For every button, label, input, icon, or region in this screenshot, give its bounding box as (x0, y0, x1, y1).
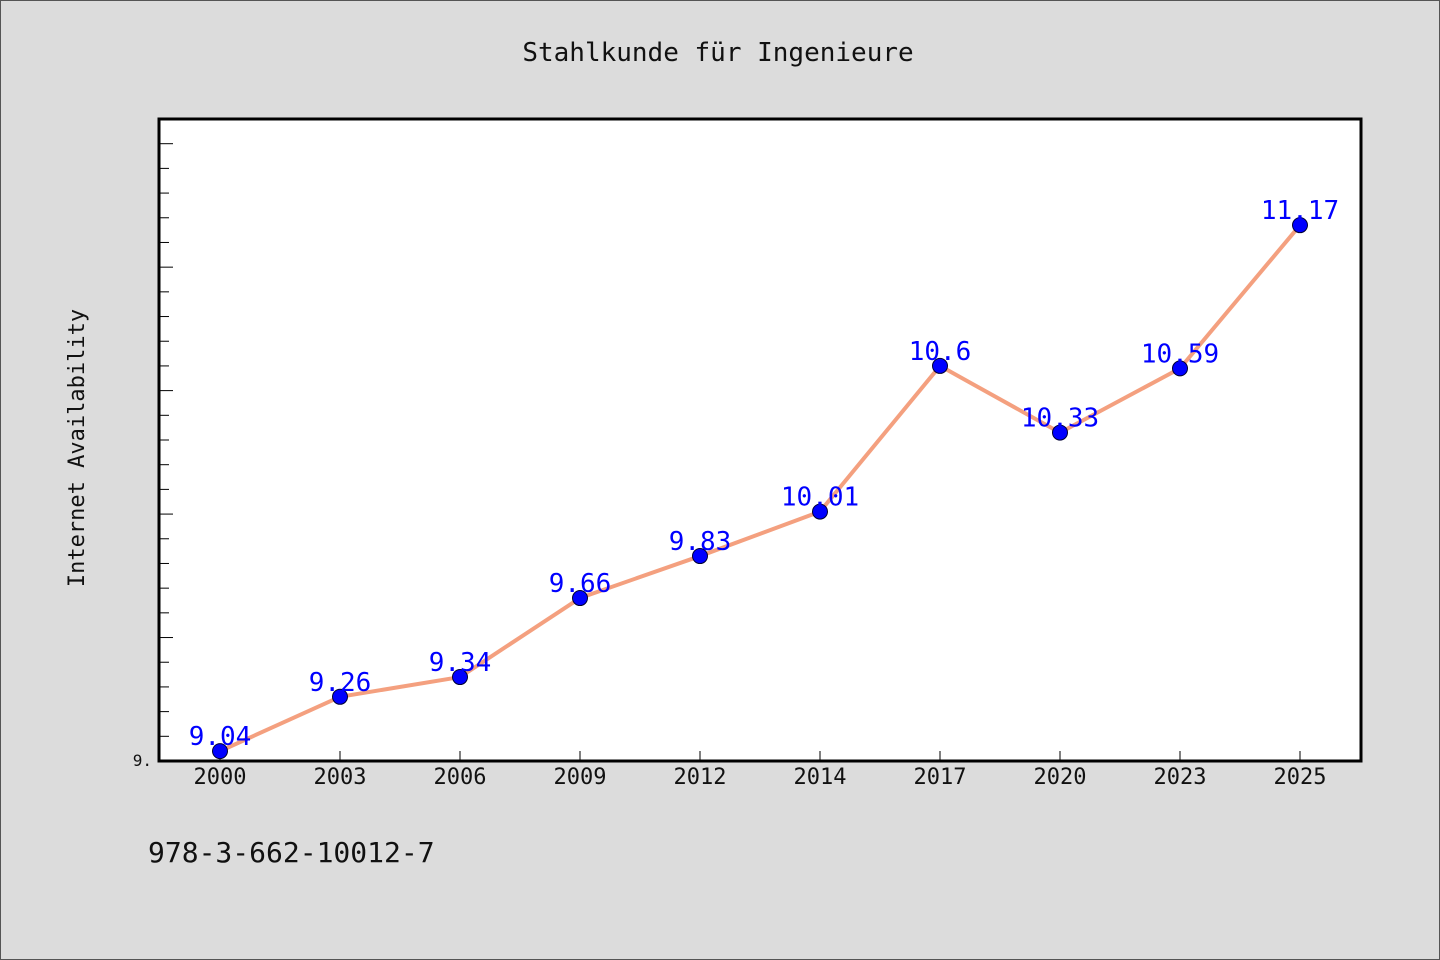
plot-border (157, 117, 1363, 763)
data-point-2009 (572, 590, 588, 607)
data-point-2023 (1172, 360, 1188, 377)
x-tick-label-2020: 2020 (1034, 765, 1087, 790)
data-label-2009: 9.66 (549, 569, 612, 599)
series-line (218, 223, 1302, 754)
data-label-2000: 9.04 (189, 722, 252, 752)
data-point-2003 (332, 688, 348, 705)
y-axis-label: Internet Availability (65, 309, 90, 587)
y-axis-minor-ticks (159, 143, 173, 737)
x-tick-label-2009: 2009 (554, 765, 607, 790)
data-point-2020 (1052, 424, 1068, 441)
data-point-2012 (692, 548, 708, 565)
x-tick-label-2014: 2014 (794, 765, 847, 790)
data-label-2020: 10.33 (1021, 404, 1099, 434)
plot-area (159, 119, 1361, 761)
footer-isbn: 978-3-662-10012-7 (148, 836, 435, 869)
data-point-2017 (932, 357, 948, 374)
data-point-2006 (452, 669, 468, 686)
x-tick-label-2012: 2012 (674, 765, 727, 790)
data-label-2012: 9.83 (669, 527, 732, 557)
x-tick-label-2023: 2023 (1154, 765, 1207, 790)
data-point-2014 (812, 503, 828, 520)
data-label-2003: 9.26 (309, 668, 372, 698)
data-labels: 9.04 9.26 9.34 9.66 9.83 10.01 10.6 10.33 10.59 1… (189, 196, 1339, 752)
x-tick-label-2000: 2000 (194, 765, 247, 790)
x-axis-tick-labels: 2000 2003 2006 2009 2012 2014 2017 2020 2023 2025 (194, 765, 1327, 790)
data-point-2025 (1292, 217, 1308, 234)
x-tick-label-2003: 2003 (314, 765, 367, 790)
chart-title: Stahlkunde für Ingenieure (522, 38, 913, 68)
data-label-2023: 10.59 (1141, 339, 1219, 369)
x-tick-label-2006: 2006 (434, 765, 487, 790)
y-tick-label: 9. (133, 751, 152, 770)
data-label-2017: 10.6 (909, 337, 972, 367)
data-label-2014: 10.01 (781, 483, 859, 513)
data-point-2000 (212, 743, 228, 760)
x-tick-label-2025: 2025 (1274, 765, 1327, 790)
series-markers (212, 217, 1308, 760)
data-label-2025: 11.17 (1261, 196, 1339, 226)
data-label-2006: 9.34 (429, 648, 492, 678)
x-tick-label-2017: 2017 (914, 765, 967, 790)
